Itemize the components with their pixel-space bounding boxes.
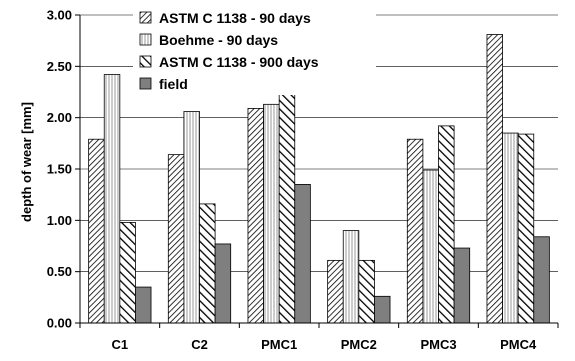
bar-pmc3-series-1 <box>406 138 424 324</box>
bar-pmc4-series-1 <box>486 34 503 324</box>
legend-swatch <box>139 77 152 90</box>
category-label: PMC3 <box>420 337 456 352</box>
y-tick-label: 2.50 <box>47 59 72 74</box>
legend-swatch <box>139 33 152 46</box>
y-tick-labels: 0.00 0.50 1.00 1.50 2.00 2.50 3.00 <box>47 8 72 331</box>
bar-c2-series-2 <box>183 111 200 324</box>
category-label: PMC2 <box>341 337 377 352</box>
y-axis-title: depth of wear [mm] <box>19 102 34 222</box>
category-label: C2 <box>191 337 208 352</box>
bar-pmc1-series-1 <box>247 108 264 324</box>
bar-c2-series-1 <box>167 154 185 324</box>
bar-pmc2-series-4 <box>374 295 391 324</box>
y-tick-label: 3.00 <box>47 8 72 23</box>
y-tick-label: 0.00 <box>47 316 72 331</box>
legend-swatch <box>139 55 152 68</box>
bar-pmc4-series-3 <box>517 133 535 324</box>
category-label: PMC1 <box>261 337 297 352</box>
bar-pmc2-series-1 <box>327 259 344 324</box>
bar-pmc1-series-4 <box>294 183 311 324</box>
legend-swatch <box>139 11 152 24</box>
bar-pmc2-series-3 <box>358 259 375 324</box>
bar-pmc2-series-2 <box>342 230 360 324</box>
bar-c1-series-2 <box>103 74 121 324</box>
legend-label: Boehme - 90 days <box>159 32 278 48</box>
bar-pmc4-series-2 <box>502 132 519 324</box>
y-tick-label: 1.50 <box>47 162 72 177</box>
legend-label: ASTM C 1138 - 90 days <box>159 10 311 26</box>
bar-pmc3-series-4 <box>453 247 471 324</box>
bar-c1-series-4 <box>135 286 152 324</box>
legend: ASTM C 1138 - 90 days Boehme - 90 days AST… <box>133 2 376 95</box>
bar-c2-series-4 <box>214 243 232 324</box>
bar-c1-series-3 <box>119 221 136 324</box>
bar-c2-series-3 <box>199 203 216 324</box>
bar-pmc1-series-2 <box>263 103 280 324</box>
legend-label: field <box>159 76 188 92</box>
y-tick-label: 0.50 <box>47 264 72 279</box>
bar-pmc3-series-2 <box>422 169 439 324</box>
bar-pmc1-series-3 <box>278 75 296 324</box>
bars <box>88 34 550 324</box>
category-labels: C1 C2 PMC1 PMC2 PMC3 PMC4 <box>112 337 537 352</box>
bar-pmc4-series-4 <box>533 236 550 324</box>
y-tick-label: 1.00 <box>47 213 72 228</box>
legend-label: ASTM C 1138 - 900 days <box>159 54 319 70</box>
bar-pmc3-series-3 <box>438 125 455 324</box>
bar-c1-series-1 <box>88 138 105 324</box>
axes <box>75 14 559 328</box>
y-tick-label: 2.00 <box>47 110 72 125</box>
category-label: PMC4 <box>500 337 537 352</box>
category-label: C1 <box>112 337 129 352</box>
legend-background <box>133 2 376 95</box>
